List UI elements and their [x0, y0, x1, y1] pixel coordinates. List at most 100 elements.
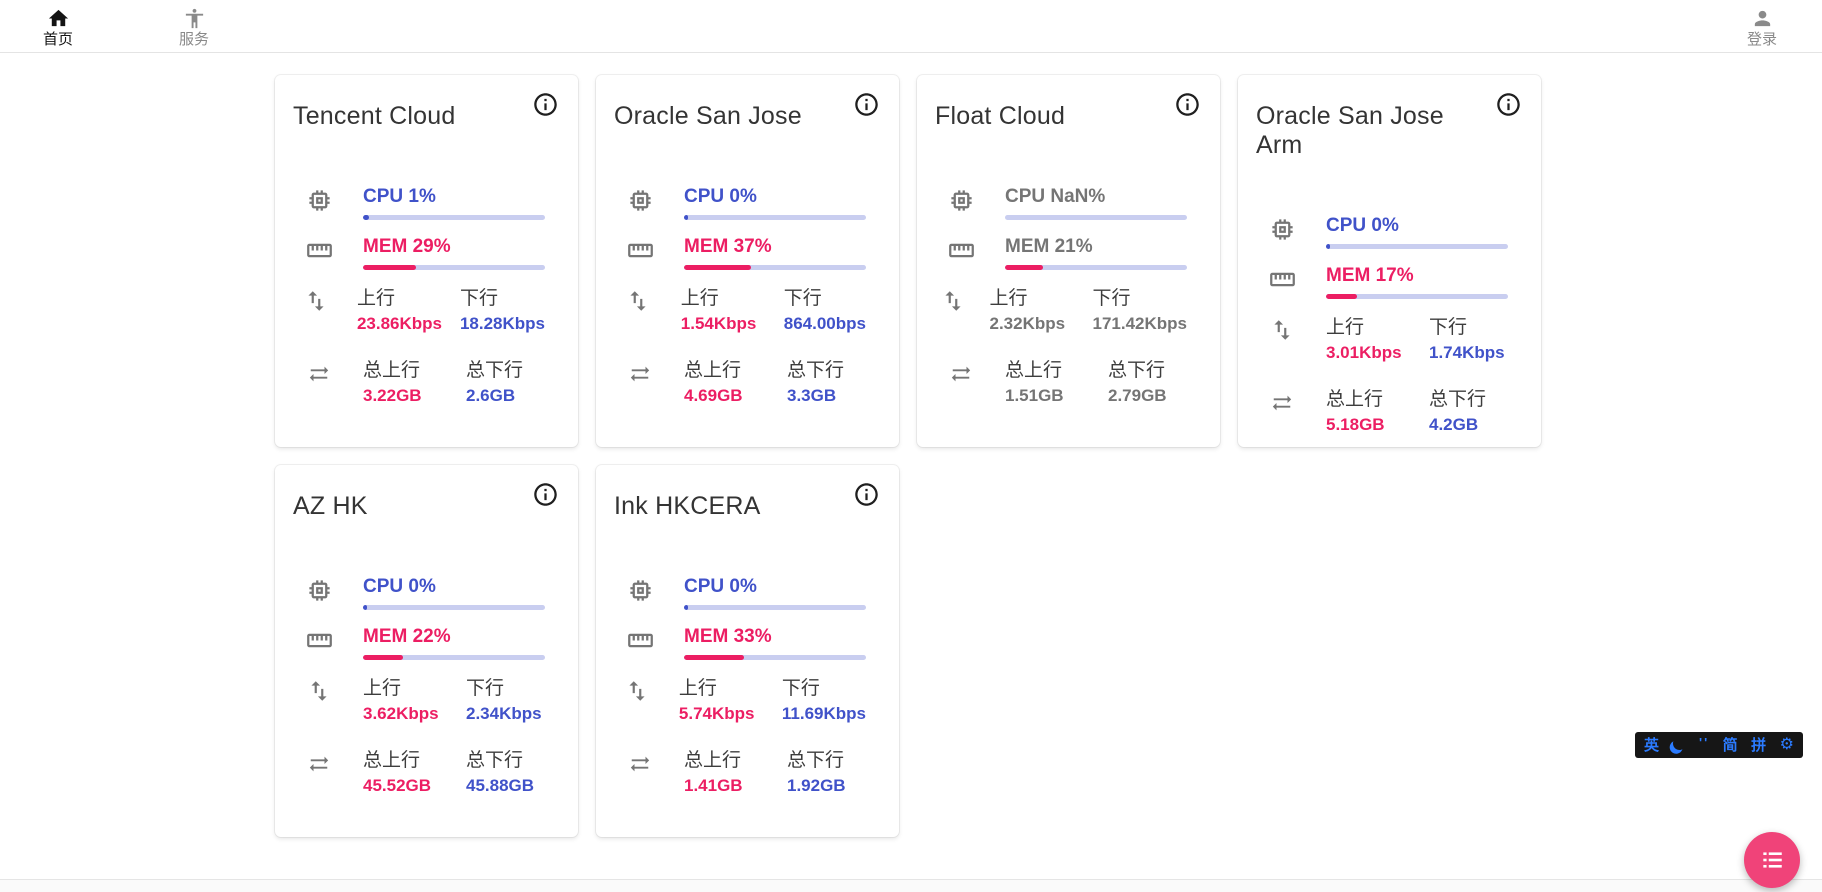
mem-usage-bar — [363, 265, 545, 270]
info-button[interactable] — [1495, 91, 1522, 118]
mem-row: MEM 37% — [596, 236, 899, 270]
card-body: CPU 1% MEM 29% 上行 23.86Kbps — [275, 186, 578, 409]
info-icon — [855, 93, 878, 116]
upload-label: 上行 — [989, 288, 1028, 309]
card-header: Ink HKCERA — [596, 465, 899, 521]
card-header: Oracle San Jose — [596, 75, 899, 131]
upload-speed-value: 5.74Kbps — [678, 704, 755, 723]
person-standing-icon — [185, 8, 203, 29]
server-list-fab[interactable] — [1744, 832, 1800, 888]
cpu-usage-bar — [684, 605, 866, 610]
cpu-usage-bar — [684, 215, 866, 220]
info-icon — [534, 93, 557, 116]
total-download-value: 45.88GB — [466, 776, 535, 795]
total-upload-label: 总上行 — [363, 750, 421, 771]
total-upload-value: 1.51GB — [1005, 386, 1064, 405]
ime-english-indicator[interactable]: 英 — [1644, 736, 1660, 754]
total-upload-label: 总上行 — [1326, 389, 1384, 410]
nav-item-login[interactable]: 登录 — [1730, 7, 1794, 49]
card-body: CPU 0% MEM 37% 上行 1.54Kbps — [596, 186, 899, 409]
total-upload-label: 总上行 — [363, 360, 421, 381]
card-header: Tencent Cloud — [275, 75, 578, 131]
account-icon — [1754, 10, 1770, 27]
swap-arrows-icon — [1272, 395, 1292, 411]
swap-arrows-icon — [630, 366, 650, 382]
download-speed-value: 171.42Kbps — [1092, 314, 1188, 333]
ime-simplified-indicator[interactable]: 简 — [1722, 736, 1738, 754]
cpu-row: CPU 0% — [596, 186, 899, 220]
upload-speed-value: 3.62Kbps — [363, 704, 439, 723]
cpu-usage-bar — [363, 215, 545, 220]
download-label: 下行 — [781, 678, 820, 699]
cpu-chip-icon — [629, 580, 651, 601]
total-download-value: 1.92GB — [787, 776, 846, 795]
total-upload-value: 1.41GB — [684, 776, 743, 795]
upload-label: 上行 — [1326, 317, 1365, 338]
cpu-usage-bar — [1005, 215, 1187, 220]
mem-usage-label: MEM 37% — [684, 236, 772, 257]
server-name: Oracle San Jose — [614, 102, 802, 130]
total-download-label: 总下行 — [466, 750, 524, 771]
total-download-label: 总下行 — [787, 750, 845, 771]
download-speed-value: 2.34Kbps — [466, 704, 542, 723]
nav-item-services[interactable]: 服务 — [162, 7, 226, 49]
mem-usage-bar — [1326, 294, 1508, 299]
cpu-row: CPU 0% — [275, 576, 578, 610]
cpu-usage-bar-fill — [1326, 244, 1330, 249]
moon-icon[interactable] — [1673, 737, 1686, 753]
card-body: CPU 0% MEM 22% 上行 3.62Kbps — [275, 576, 578, 799]
total-download-value: 2.79GB — [1108, 386, 1167, 405]
info-button[interactable] — [853, 481, 880, 508]
download-speed-value: 864.00bps — [783, 314, 866, 333]
cpu-usage-label: CPU 0% — [363, 576, 436, 597]
cpu-usage-label: CPU 0% — [684, 576, 757, 597]
upload-speed-value: 3.01Kbps — [1326, 343, 1402, 362]
up-down-arrows-icon — [630, 291, 646, 311]
cpu-usage-bar — [363, 605, 545, 610]
card-header: Oracle San Jose Arm — [1238, 75, 1541, 160]
server-card: Ink HKCERA CPU 0% MEM 33% — [596, 465, 899, 837]
download-label: 下行 — [783, 288, 822, 309]
top-nav: 首页 服务 登录 — [0, 0, 1822, 53]
mem-usage-label: MEM 17% — [1326, 265, 1414, 286]
card-body: CPU 0% MEM 17% 上行 3.01Kbps — [1238, 215, 1541, 438]
total-upload-value: 4.69GB — [684, 386, 743, 405]
mem-usage-bar-fill — [684, 655, 745, 660]
total-download-label: 总下行 — [466, 360, 524, 381]
download-speed-value: 18.28Kbps — [459, 314, 545, 333]
download-label: 下行 — [459, 288, 498, 309]
mem-usage-bar-fill — [363, 655, 404, 660]
info-button[interactable] — [532, 91, 559, 118]
total-download-label: 总下行 — [1429, 389, 1487, 410]
cpu-usage-bar — [1326, 244, 1508, 249]
ime-indicator-panel: 英 '' 简 拼 ⚙ — [1635, 732, 1803, 758]
cpu-usage-bar-fill — [363, 215, 369, 220]
ime-punctuation-indicator[interactable]: '' — [1698, 735, 1710, 750]
settings-gear-icon[interactable]: ⚙ — [1779, 736, 1794, 753]
network-speed-row: 上行 3.62Kbps 下行 2.34Kbps — [275, 677, 578, 727]
upload-label: 上行 — [356, 288, 395, 309]
cpu-chip-icon — [950, 190, 972, 211]
info-button[interactable] — [1174, 91, 1201, 118]
total-traffic-row: 总上行 3.22GB 总下行 2.6GB — [275, 359, 578, 409]
nav-item-home[interactable]: 首页 — [26, 7, 90, 49]
download-speed-value: 1.74Kbps — [1429, 343, 1505, 362]
ime-pinyin-indicator[interactable]: 拼 — [1751, 736, 1767, 754]
cpu-usage-label: CPU 0% — [684, 186, 757, 207]
server-card-grid: Tencent Cloud CPU 1% MEM 29% — [275, 75, 1541, 837]
card-body: CPU NaN% MEM 21% 上行 2.32Kbps — [917, 186, 1220, 409]
info-button[interactable] — [853, 91, 880, 118]
cpu-usage-label: CPU NaN% — [1005, 186, 1106, 207]
cpu-row: CPU 0% — [1238, 215, 1541, 249]
mem-usage-bar-fill — [363, 265, 416, 270]
mem-usage-label: MEM 21% — [1005, 236, 1093, 257]
nav-login-label: 登录 — [1746, 31, 1777, 48]
server-name: Float Cloud — [935, 102, 1066, 130]
up-down-arrows-icon — [308, 291, 324, 311]
home-icon — [48, 9, 68, 27]
upload-label: 上行 — [680, 288, 719, 309]
list-icon — [1763, 852, 1782, 868]
server-name: Ink HKCERA — [614, 492, 761, 520]
info-button[interactable] — [532, 481, 559, 508]
mem-usage-label: MEM 29% — [363, 236, 451, 257]
